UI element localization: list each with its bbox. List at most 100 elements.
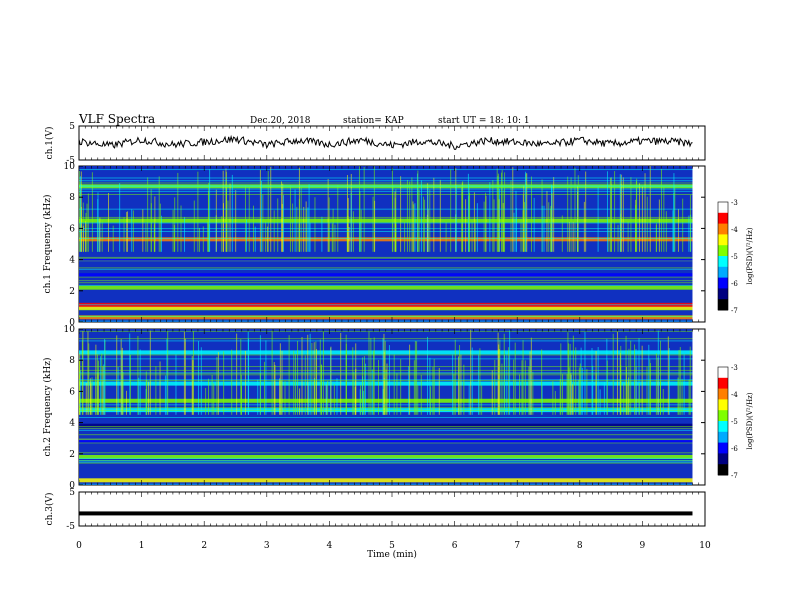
ch2-spectrogram-streak bbox=[386, 363, 388, 415]
ch2-spectrogram-streak bbox=[81, 340, 83, 415]
ch2-spectrogram-streak bbox=[688, 379, 690, 415]
ch1-spectrogram-colorbar-segment bbox=[718, 256, 728, 268]
ch2-spectrogram-streak bbox=[122, 371, 124, 415]
ch2-spectrogram-streak bbox=[240, 374, 242, 415]
ch2-spectrogram-streak bbox=[432, 366, 434, 415]
ch1-spectrogram-streak bbox=[658, 199, 660, 252]
ch2-spectrogram-streak bbox=[198, 341, 200, 415]
ch2-spectrogram-streak bbox=[360, 385, 362, 415]
ch1-spectrogram-streak bbox=[207, 221, 209, 252]
ch1-spectrogram-line bbox=[79, 188, 693, 190]
ch2-spectrogram-streak bbox=[365, 363, 367, 415]
ch1-spectrogram-streak bbox=[86, 203, 88, 252]
ch2-spectrogram-streak bbox=[211, 374, 213, 415]
ch2-spectrogram-streak bbox=[101, 353, 103, 415]
ch1-spectrogram-streak bbox=[469, 192, 471, 252]
ch1-spectrogram-colorbar-segment bbox=[718, 202, 728, 214]
ch1-spectrogram-streak bbox=[267, 170, 269, 252]
ch2-spectrogram-streak bbox=[649, 363, 651, 415]
ch1-waveform-trace bbox=[78, 134, 693, 150]
ch2-spectrogram-streak bbox=[628, 348, 630, 415]
ch1-spectrogram-streak bbox=[244, 185, 246, 252]
ch1-spectrogram-streak bbox=[308, 184, 310, 252]
ch1-spectrogram-streak bbox=[79, 176, 81, 252]
ch1-spectrogram-streak bbox=[265, 220, 267, 252]
ch1-spectrogram-ytick-label: 8 bbox=[69, 193, 75, 203]
ch2-spectrogram-streak bbox=[370, 338, 372, 415]
ch1-spectrogram-streak bbox=[394, 191, 396, 252]
ch1-spectrogram-streak bbox=[677, 209, 679, 252]
ch2-spectrogram-streak bbox=[384, 340, 386, 415]
ch2-spectrogram-streak bbox=[481, 385, 483, 415]
ch1-spectrogram-streak bbox=[346, 209, 348, 252]
ch2-spectrogram-streak bbox=[408, 365, 410, 415]
ch2-spectrogram-streak bbox=[307, 382, 309, 415]
ch2-spectrogram-streak bbox=[541, 349, 543, 415]
ch1-spectrogram-streak bbox=[474, 219, 476, 252]
ch2-spectrogram-streak bbox=[280, 380, 282, 415]
ch1-spectrogram-streak bbox=[231, 174, 233, 252]
ch2-spectrogram-streak bbox=[326, 382, 328, 415]
ch1-spectrogram-streak bbox=[429, 189, 431, 252]
ch1-spectrogram-streak bbox=[533, 197, 535, 252]
ch2-spectrogram-streak bbox=[383, 352, 385, 415]
ch1-spectrogram-streak bbox=[406, 179, 408, 252]
ch3-waveform-panel bbox=[78, 491, 706, 527]
ch2-spectrogram-streak bbox=[470, 329, 472, 415]
ch1-spectrogram-streak bbox=[221, 216, 223, 252]
ch2-spectrogram-streak bbox=[603, 381, 605, 415]
ch2-spectrogram-ytick-label: 2 bbox=[69, 450, 75, 460]
ch2-spectrogram-streak bbox=[463, 364, 465, 415]
ch1-spectrogram-line bbox=[79, 237, 693, 239]
ch1-spectrogram-streak bbox=[445, 222, 447, 252]
ch2-spectrogram-colorbar-tick: -5 bbox=[731, 418, 738, 426]
ch2-spectrogram-streak bbox=[393, 354, 395, 415]
ch1-spectrogram-colorbar-segment bbox=[718, 299, 728, 311]
ch2-spectrogram-streak bbox=[265, 340, 267, 415]
ch2-spectrogram-streak bbox=[311, 342, 313, 415]
ch1-spectrogram-streak bbox=[455, 185, 457, 252]
ch1-spectrogram-line bbox=[79, 316, 693, 318]
ch2-spectrogram-streak bbox=[625, 335, 627, 415]
ch1-spectrogram-line bbox=[79, 186, 693, 188]
x-tick-label: 8 bbox=[577, 541, 583, 551]
ch1-spectrogram-streak bbox=[630, 177, 632, 252]
ch2-spectrogram-streak bbox=[373, 351, 375, 415]
ch1-spectrogram-colorbar-tick: -4 bbox=[731, 226, 738, 234]
ch2-spectrogram-line bbox=[79, 457, 693, 459]
ch1-spectrogram-streak bbox=[150, 203, 152, 252]
ch1-spectrogram-streak bbox=[574, 167, 576, 252]
ch2-spectrogram-streak bbox=[635, 348, 637, 415]
ch2-spectrogram-streak bbox=[503, 333, 505, 415]
ch1-spectrogram-streak bbox=[331, 223, 333, 252]
ch2-spectrogram-streak bbox=[559, 379, 561, 415]
ch2-spectrogram-streak bbox=[373, 337, 375, 415]
ch2-spectrogram-streak bbox=[95, 376, 97, 415]
ch2-spectrogram-line bbox=[79, 425, 693, 427]
ch2-spectrogram-streak bbox=[148, 381, 150, 415]
ch1-spectrogram-streak bbox=[160, 215, 162, 252]
ch1-spectrogram-streak bbox=[404, 222, 406, 252]
ch1-spectrogram-streak bbox=[147, 177, 149, 252]
ch2-spectrogram-line bbox=[79, 462, 693, 464]
ch2-spectrogram-streak bbox=[316, 349, 318, 415]
ch2-spectrogram-streak bbox=[568, 367, 570, 415]
ch1-spectrogram-streak bbox=[158, 176, 160, 252]
ch1-spectrogram-line bbox=[79, 282, 693, 284]
ch1-spectrogram-streak bbox=[84, 221, 86, 252]
ch2-spectrogram-streak bbox=[371, 369, 373, 415]
ch2-spectrogram-line bbox=[79, 380, 693, 382]
ch2-spectrogram-line bbox=[79, 409, 693, 411]
ch2-spectrogram-streak bbox=[319, 339, 321, 415]
ch2-spectrogram-colorbar-tick: -4 bbox=[731, 391, 738, 399]
ch2-spectrogram-band bbox=[79, 423, 693, 428]
ch2-spectrogram-streak bbox=[528, 366, 530, 415]
figure-title: VLF Spectra bbox=[78, 112, 155, 126]
ch2-spectrogram-streak bbox=[104, 338, 106, 415]
x-tick-label: 3 bbox=[264, 541, 270, 551]
ch2-spectrogram-line bbox=[79, 338, 693, 340]
ch2-spectrogram-streak bbox=[453, 373, 455, 415]
ch1-spectrogram-streak bbox=[347, 215, 349, 252]
ch2-spectrogram-streak bbox=[320, 364, 322, 415]
